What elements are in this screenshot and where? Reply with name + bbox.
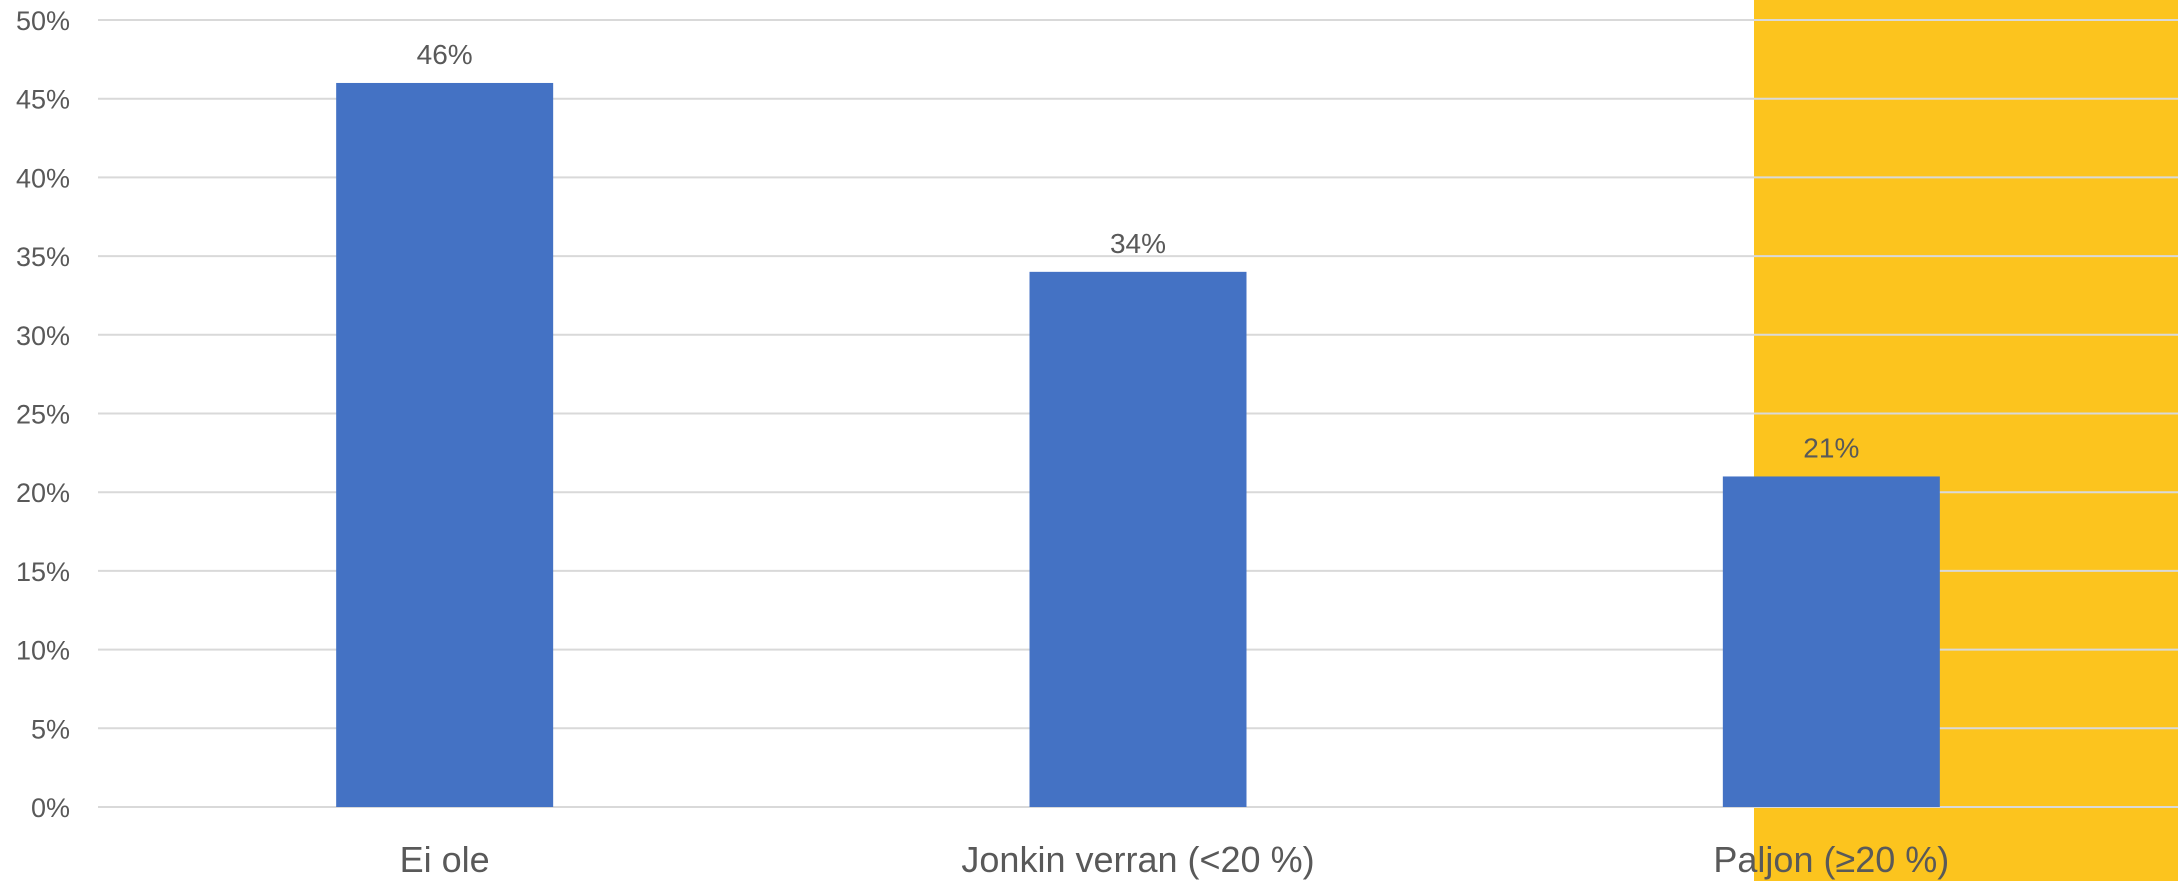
data-label-3: 21%: [1803, 432, 1859, 463]
y-tick-label: 45%: [16, 85, 70, 115]
y-tick-label: 35%: [16, 242, 70, 272]
bar-2: [1029, 271, 1247, 808]
category-label-2: Jonkin verran (<20 %): [961, 839, 1314, 880]
bar-3: [1722, 476, 1940, 807]
category-label-3: Paljon (≥20 %): [1713, 839, 1949, 880]
data-label-1: 46%: [417, 39, 473, 70]
y-tick-label: 15%: [16, 557, 70, 587]
bar-1: [336, 82, 554, 807]
data-label-2: 34%: [1110, 228, 1166, 259]
y-tick-label: 10%: [16, 636, 70, 666]
y-tick-label: 0%: [31, 793, 70, 823]
y-tick-label: 40%: [16, 163, 70, 193]
y-tick-label: 50%: [16, 6, 70, 36]
category-label-1: Ei ole: [400, 839, 490, 880]
y-tick-label: 30%: [16, 321, 70, 351]
y-tick-label: 5%: [31, 714, 70, 744]
y-tick-label: 25%: [16, 400, 70, 430]
y-tick-label: 20%: [16, 478, 70, 508]
